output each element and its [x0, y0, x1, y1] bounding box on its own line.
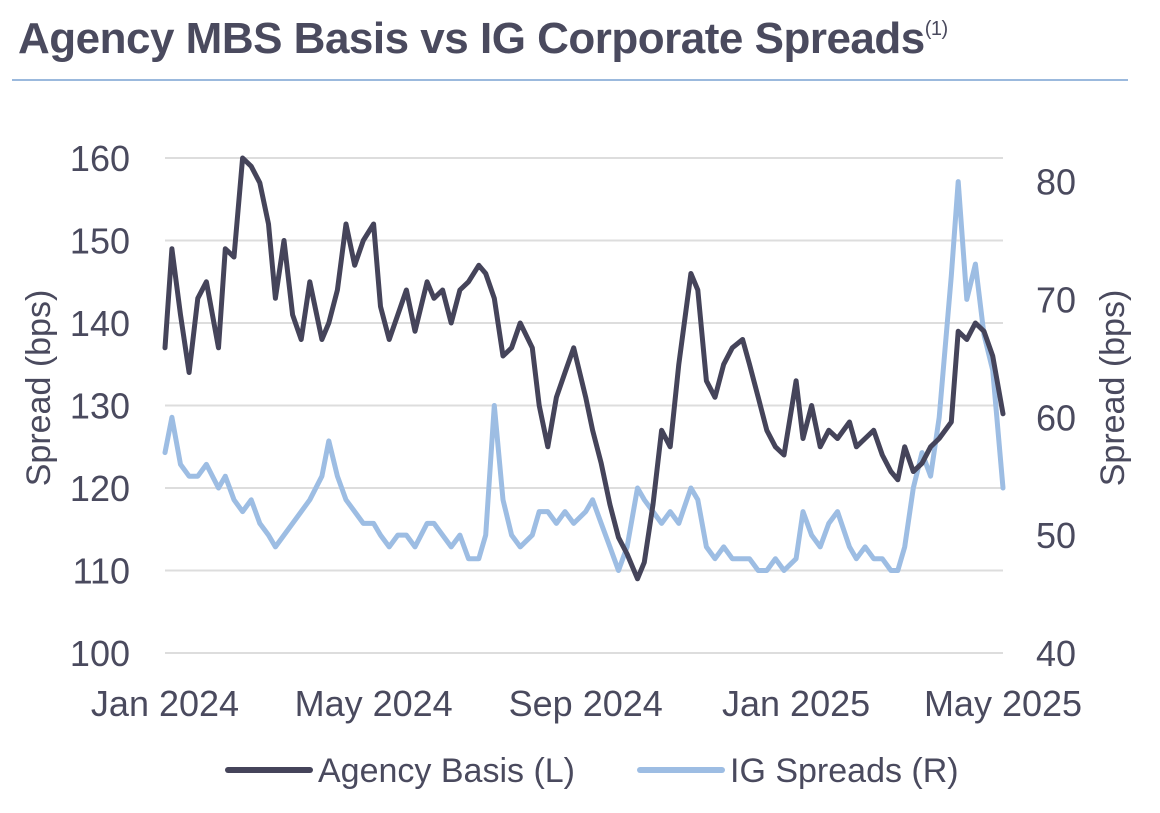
x-tick-label: May 2024	[295, 683, 453, 724]
series-line-ig-spreads	[162, 179, 1006, 573]
legend-label-ig-spreads: IG Spreads (R)	[730, 752, 959, 790]
legend-label-agency-basis: Agency Basis (L)	[318, 752, 575, 790]
x-tick-label: May 2025	[924, 683, 1082, 724]
right-axis-label: Spread (bps)	[1094, 290, 1132, 487]
right-tick-label: 60	[1036, 397, 1076, 438]
series-lines	[162, 155, 1006, 582]
x-tick-label: Jan 2024	[91, 683, 239, 724]
left-tick-label: 100	[70, 633, 130, 674]
gridlines	[165, 157, 1003, 654]
x-tick-label: Jan 2025	[722, 683, 870, 724]
legend: Agency Basis (L) IG Spreads (R)	[225, 752, 959, 790]
left-axis-label: Spread (bps)	[20, 290, 58, 487]
chart-title-text: Agency MBS Basis vs IG Corporate Spreads	[18, 14, 925, 63]
left-tick-label: 160	[70, 138, 130, 179]
left-axis-ticks: 100 110 120 130 140 150 160	[70, 138, 130, 674]
right-tick-label: 70	[1036, 279, 1076, 320]
series-line-agency-basis	[162, 155, 1006, 582]
left-tick-label: 110	[73, 551, 130, 592]
right-axis-ticks: 40 50 60 70 80	[1036, 162, 1076, 674]
left-tick-label: 130	[70, 386, 130, 427]
left-tick-label: 150	[70, 221, 130, 262]
title-divider	[12, 79, 1128, 81]
chart-title: Agency MBS Basis vs IG Corporate Spreads…	[18, 14, 948, 64]
right-tick-label: 50	[1036, 515, 1076, 556]
x-tick-label: Sep 2024	[509, 683, 663, 724]
x-axis-ticks: Jan 2024 May 2024 Sep 2024 Jan 2025 May 2025	[91, 683, 1082, 724]
right-tick-label: 80	[1036, 162, 1076, 203]
right-tick-label: 40	[1036, 633, 1076, 674]
title-footnote: (1)	[924, 18, 948, 40]
left-tick-label: 140	[70, 303, 130, 344]
left-tick-label: 120	[70, 468, 130, 509]
